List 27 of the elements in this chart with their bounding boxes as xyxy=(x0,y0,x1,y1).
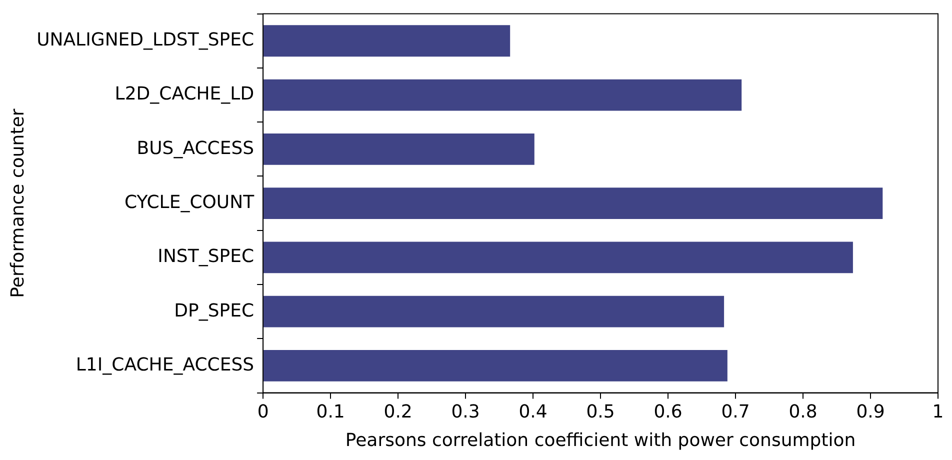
y-tick-label: DP_SPEC xyxy=(174,300,254,322)
x-tick-label: 0.4 xyxy=(518,401,548,422)
x-tick-label: 0.7 xyxy=(721,401,750,422)
y-tick-label: L2D_CACHE_LD xyxy=(114,84,254,105)
x-tick-label: 0 xyxy=(257,401,269,422)
y-axis-title: Performance counter xyxy=(7,108,28,298)
x-tick-label: 0.9 xyxy=(856,401,885,422)
x-tick-label: 0.1 xyxy=(316,401,345,422)
bar xyxy=(264,188,883,219)
y-tick-label: L1I_CACHE_ACCESS xyxy=(76,354,254,376)
bar xyxy=(264,79,742,111)
x-tick-label: 0.5 xyxy=(586,401,615,422)
x-tick-label: 0.2 xyxy=(384,401,412,422)
bar xyxy=(264,350,728,382)
x-tick-label: 0.8 xyxy=(788,401,818,422)
y-tick-label: BUS_ACCESS xyxy=(136,138,254,159)
x-tick-label: 0.6 xyxy=(654,401,682,422)
y-tick-label: INST_SPEC xyxy=(158,246,254,268)
x-tick-label: 0.3 xyxy=(451,401,480,422)
bar xyxy=(264,25,510,57)
bar xyxy=(264,296,724,328)
y-tick-label: CYCLE_COUNT xyxy=(124,192,256,213)
x-tick-label: 1 xyxy=(932,401,944,422)
bar xyxy=(264,133,534,165)
x-axis-title: Pearsons correlation coefficient with power consumption xyxy=(345,430,856,451)
bar xyxy=(264,242,853,274)
y-tick-label: UNALIGNED_LDST_SPEC xyxy=(36,30,254,51)
